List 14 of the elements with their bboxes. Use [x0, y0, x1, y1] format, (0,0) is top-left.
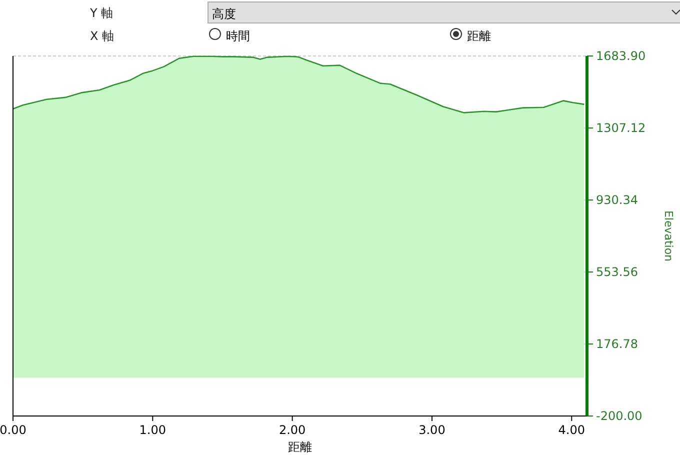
x-tick-label: 4.00: [558, 423, 585, 437]
x-tick-label: 2.00: [278, 423, 306, 437]
controls: Y 軸 高度 X 軸 時間 距離: [90, 2, 680, 43]
y-tick-label: 553.56: [596, 265, 638, 279]
y-tick-label: 1683.90: [596, 49, 646, 63]
y-tick-label: 930.34: [596, 193, 638, 207]
x-axis-title: 距離: [288, 440, 312, 454]
y-tick-label: -200.00: [596, 409, 642, 423]
y-axis-title: Elevation: [662, 210, 675, 262]
x-tick-label: 0.00: [0, 423, 26, 437]
y-tick-label: 176.78: [596, 337, 638, 351]
y-tick-label: 1307.12: [596, 121, 646, 135]
x-tick-label: 1.00: [139, 423, 166, 437]
x-tick-label: 3.00: [418, 423, 446, 437]
